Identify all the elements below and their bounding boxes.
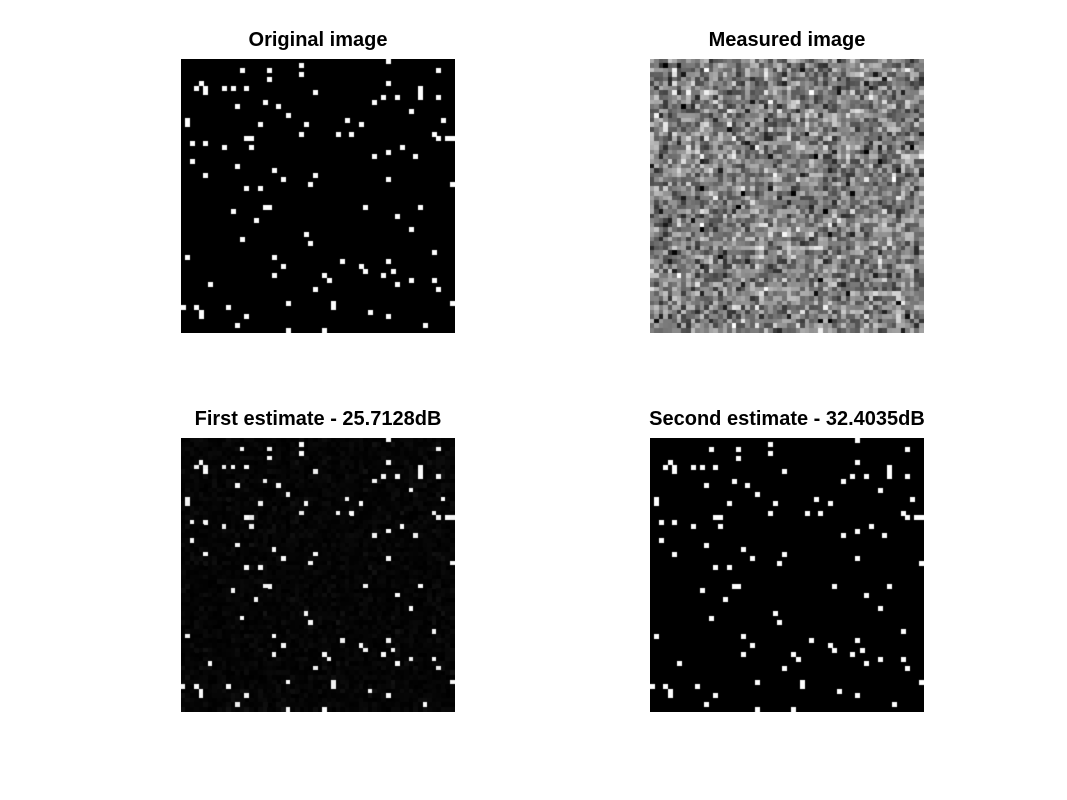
original-image-canvas <box>181 59 455 333</box>
panel-first-estimate: First estimate - 25.7128dB <box>181 408 455 712</box>
panel-title: First estimate - 25.7128dB <box>194 408 442 430</box>
measured-image-canvas <box>650 59 924 333</box>
second-estimate-canvas <box>650 438 924 712</box>
panel-original-image: Original image <box>181 29 455 333</box>
first-estimate-canvas <box>181 438 455 712</box>
panel-title: Measured image <box>708 29 866 51</box>
panel-title: Original image <box>248 29 388 51</box>
panel-title: Second estimate - 32.4035dB <box>649 408 925 430</box>
panel-second-estimate: Second estimate - 32.4035dB <box>649 408 925 712</box>
panel-measured-image: Measured image <box>650 29 924 333</box>
